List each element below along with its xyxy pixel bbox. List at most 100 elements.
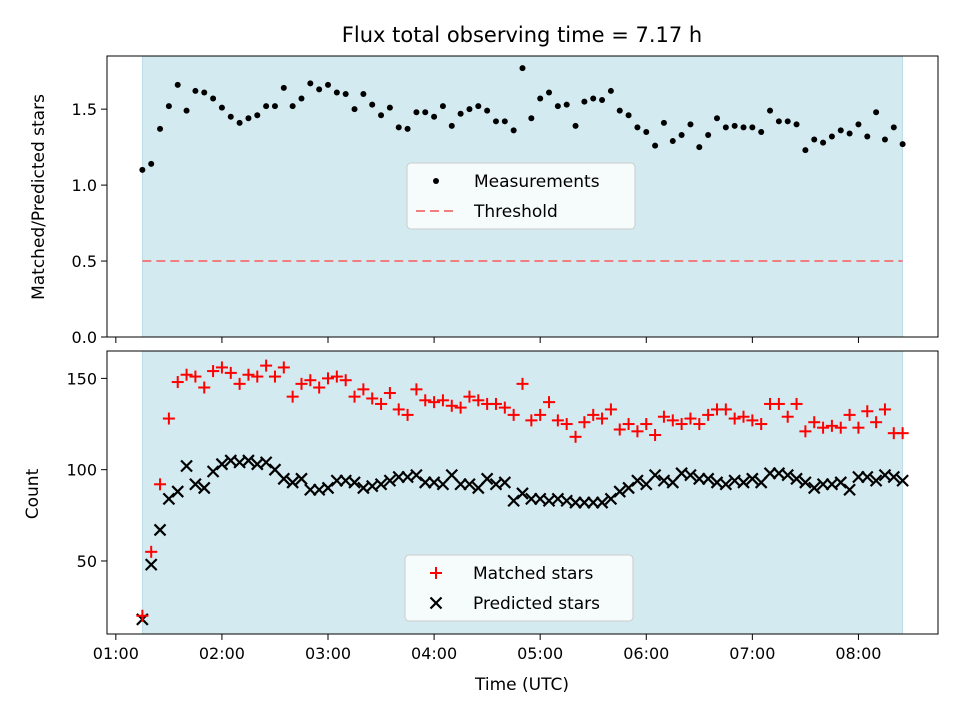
matched-star-marker: [817, 421, 830, 434]
matched-star-marker: [198, 381, 211, 394]
legend-predicted-marker: [429, 596, 443, 610]
matched-star-marker: [569, 430, 582, 443]
matched-star-marker: [498, 401, 511, 414]
predicted-star-marker: [153, 523, 167, 537]
predicted-star-marker-b: [357, 481, 370, 495]
bottom-y-tick-label: 100: [66, 461, 97, 480]
top-axes-frame: [106, 55, 939, 338]
matched-star-marker: [392, 403, 405, 416]
predicted-star-marker: [807, 481, 821, 495]
top-y-tick-label: 0.0: [72, 328, 97, 347]
matched-star-marker: [870, 416, 883, 429]
predicted-star-marker-b: [463, 478, 476, 491]
measurement-point: [749, 124, 756, 131]
matched-star-marker: [852, 421, 865, 434]
measurement-point: [890, 124, 897, 131]
measurement-point: [139, 166, 146, 173]
measurement-point: [369, 101, 376, 108]
measurement-point: [846, 130, 853, 137]
predicted-star-marker-b: [843, 483, 856, 497]
predicted-star-marker-b: [144, 558, 158, 571]
predicted-star-marker-b: [312, 483, 326, 497]
bottom-x-tick-label: 06:00: [623, 644, 669, 663]
measurement-point: [245, 115, 252, 122]
predicted-star-marker-b: [613, 485, 627, 498]
measurement-point: [678, 131, 685, 138]
predicted-star-marker-b: [834, 476, 848, 489]
measurement-point: [254, 112, 261, 119]
matched-star-marker: [366, 392, 379, 405]
matched-star-marker: [878, 403, 891, 416]
measurement-point: [758, 128, 765, 135]
measurement-point: [466, 106, 473, 113]
matched-star-marker: [543, 396, 556, 409]
matched-star-marker: [215, 361, 228, 374]
predicted-star-marker-b: [277, 472, 291, 486]
matched-star-marker: [242, 368, 255, 381]
measurement-point: [563, 101, 570, 108]
measurement-point: [174, 81, 181, 88]
measurement-point: [492, 118, 499, 125]
matched-star-marker: [507, 408, 520, 421]
matched-star-marker: [790, 397, 803, 410]
matched-star-marker: [419, 394, 432, 407]
matched-star-marker: [171, 376, 184, 389]
predicted-star-marker-b: [215, 457, 229, 471]
predicted-star-marker-b: [516, 487, 529, 500]
bottom-y-tick-label: 50: [77, 552, 97, 571]
matched-star-marker: [357, 383, 370, 396]
matched-star-marker: [454, 401, 467, 414]
measurement-point: [572, 122, 579, 129]
matched-star-marker: [666, 414, 679, 427]
measurement-point: [325, 81, 332, 88]
measurement-point: [316, 86, 323, 93]
bottom-x-tick-label: 02:00: [199, 644, 245, 663]
predicted-star-marker-b: [383, 474, 397, 487]
matched-star-marker: [436, 394, 449, 407]
measurement-point: [713, 115, 720, 122]
predicted-star-marker-b: [286, 476, 299, 489]
predicted-star-marker: [896, 474, 909, 487]
predicted-star-marker: [383, 474, 397, 487]
predicted-star-marker: [286, 476, 299, 489]
predicted-star-marker-b: [259, 456, 273, 469]
predicted-star-marker: [869, 474, 883, 487]
matched-star-marker: [825, 419, 838, 432]
matched-star-marker: [578, 416, 591, 429]
predicted-star-marker-b: [737, 476, 750, 489]
x-axis-label: Time (UTC): [474, 675, 569, 695]
measurement-point: [280, 84, 287, 91]
predicted-star-marker-b: [401, 470, 414, 484]
matched-star-marker: [383, 386, 396, 399]
measurement-point: [705, 131, 712, 138]
predicted-star-marker-b: [153, 523, 167, 537]
measurement-point: [360, 90, 367, 97]
bottom-x-tick-label: 08:00: [835, 644, 881, 663]
measurement-point: [881, 136, 888, 143]
bottom-x-tick-label: 05:00: [517, 644, 563, 663]
bottom-legend-box: [404, 554, 634, 622]
measurement-point: [660, 119, 667, 126]
matched-star-marker: [843, 408, 856, 421]
predicted-star-marker-b: [445, 468, 459, 482]
matched-star-marker: [587, 408, 600, 421]
predicted-star-marker: [295, 472, 308, 486]
matched-star-marker: [640, 418, 653, 431]
predicted-star-marker-b: [807, 481, 821, 495]
predicted-star-marker-b: [701, 472, 715, 486]
measurement-point: [775, 118, 782, 125]
measurement-point: [333, 89, 340, 96]
predicted-star-marker: [180, 459, 193, 473]
predicted-star-marker: [171, 485, 185, 498]
matched-star-marker: [596, 412, 609, 425]
matched-star-marker: [702, 408, 715, 421]
predicted-star-marker: [595, 496, 609, 509]
measurement-point: [590, 95, 597, 102]
top-y-tick-label: 1.5: [72, 100, 97, 119]
matched-star-marker: [286, 390, 299, 403]
top-legend-box: [406, 162, 636, 230]
measurement-point: [510, 127, 517, 134]
matched-star-marker: [684, 412, 697, 425]
measurement-point: [784, 118, 791, 125]
matched-star-marker: [622, 418, 635, 431]
